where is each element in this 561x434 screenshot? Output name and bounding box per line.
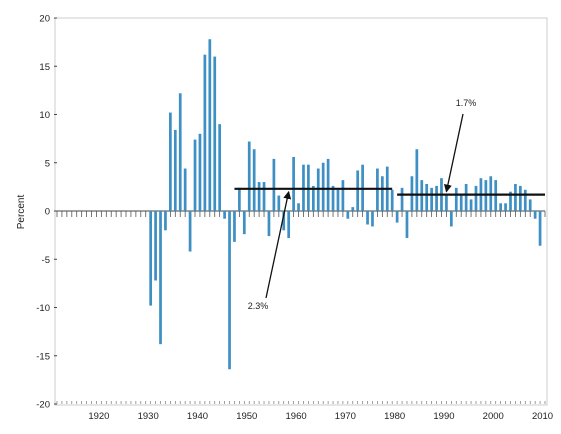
bar bbox=[213, 56, 217, 211]
bar bbox=[464, 183, 468, 211]
bar bbox=[272, 158, 276, 211]
y-tick-label: -15 bbox=[36, 351, 50, 362]
annotation-label: 2.3% bbox=[248, 301, 269, 311]
bar bbox=[449, 211, 453, 227]
bar bbox=[321, 162, 325, 211]
bar bbox=[499, 203, 502, 211]
bar bbox=[504, 203, 507, 211]
bar bbox=[218, 124, 222, 211]
bar bbox=[341, 180, 345, 211]
bar bbox=[351, 207, 355, 211]
bar bbox=[262, 182, 266, 211]
y-tick-label: 10 bbox=[39, 110, 50, 121]
bar bbox=[208, 39, 212, 212]
bar bbox=[509, 191, 512, 211]
y-tick-label: 5 bbox=[45, 158, 50, 169]
bar bbox=[528, 199, 532, 211]
bar bbox=[242, 211, 246, 235]
bar bbox=[400, 187, 404, 211]
bar bbox=[169, 112, 172, 211]
y-tick-label: -5 bbox=[42, 255, 50, 266]
bar bbox=[311, 185, 315, 211]
x-tick-label: 1950 bbox=[236, 411, 257, 422]
y-tick-label: 15 bbox=[39, 62, 50, 73]
bar bbox=[430, 187, 433, 211]
bar bbox=[297, 203, 300, 211]
y-tick-label: -10 bbox=[36, 303, 50, 314]
x-tick-label: 1920 bbox=[88, 411, 109, 422]
bar bbox=[223, 211, 226, 219]
bar bbox=[415, 149, 419, 211]
bar bbox=[425, 183, 429, 211]
bar bbox=[518, 185, 522, 211]
bar bbox=[159, 211, 162, 345]
bar bbox=[445, 193, 448, 211]
bars-group bbox=[149, 39, 542, 370]
x-axis-ticks: 1920 1930 1940 1950 1960 1970 1980 1990 2000 2010 bbox=[56, 401, 553, 422]
annotations-group: 2.3% 1.7% bbox=[248, 98, 477, 311]
bar bbox=[435, 185, 438, 211]
bar bbox=[149, 211, 153, 306]
bar bbox=[459, 195, 463, 211]
annotation-arrow bbox=[265, 190, 292, 299]
bar bbox=[331, 185, 335, 211]
bar bbox=[366, 211, 369, 225]
bar bbox=[292, 156, 295, 211]
bar bbox=[469, 199, 473, 211]
x-tick-label: 1970 bbox=[335, 411, 356, 422]
y-tick-label: -20 bbox=[36, 400, 50, 411]
bar bbox=[154, 211, 157, 281]
annotation-arrow bbox=[443, 113, 464, 193]
bar bbox=[233, 211, 236, 242]
bar bbox=[238, 187, 241, 211]
bar bbox=[252, 149, 256, 211]
y-axis-ticks: 20 15 10 5 0 -5 -10 -15 -20 bbox=[36, 14, 57, 411]
bar bbox=[277, 195, 281, 211]
bar bbox=[405, 211, 409, 239]
bar bbox=[326, 158, 330, 211]
bar bbox=[538, 211, 542, 246]
x-tick-label: 2010 bbox=[532, 411, 553, 422]
bar bbox=[390, 189, 394, 211]
bar bbox=[183, 168, 187, 211]
x-tick-label: 2000 bbox=[483, 411, 504, 422]
bar bbox=[282, 211, 286, 231]
y-axis-label: Percent bbox=[16, 195, 27, 230]
x-tick-label: 1980 bbox=[384, 411, 405, 422]
bar bbox=[198, 133, 202, 211]
bar bbox=[164, 211, 167, 231]
bar bbox=[287, 211, 291, 239]
bar bbox=[395, 211, 399, 223]
bar bbox=[247, 141, 251, 211]
y-tick-label: 20 bbox=[39, 14, 50, 25]
bar bbox=[346, 211, 350, 219]
bar bbox=[178, 93, 182, 211]
bar bbox=[356, 170, 360, 211]
x-tick-label: 1990 bbox=[433, 411, 454, 422]
bar bbox=[454, 187, 458, 211]
bar bbox=[380, 176, 384, 211]
bar bbox=[474, 185, 478, 211]
y-tick-label: 0 bbox=[45, 207, 50, 218]
average-lines-group bbox=[234, 187, 545, 196]
bar bbox=[203, 54, 207, 211]
bar bbox=[533, 211, 537, 219]
bar bbox=[173, 129, 177, 211]
bar bbox=[228, 211, 231, 370]
x-tick-label: 1940 bbox=[187, 411, 208, 422]
x-tick-label: 1930 bbox=[138, 411, 159, 422]
bar bbox=[371, 211, 374, 227]
bar bbox=[188, 211, 192, 252]
x-tick-label: 1960 bbox=[286, 411, 307, 422]
bar bbox=[257, 182, 261, 211]
bar bbox=[193, 139, 197, 211]
bar bbox=[523, 189, 527, 211]
bar bbox=[514, 183, 517, 211]
annotation-label: 1.7% bbox=[456, 98, 477, 108]
bar bbox=[267, 211, 271, 237]
bar bbox=[336, 189, 340, 211]
